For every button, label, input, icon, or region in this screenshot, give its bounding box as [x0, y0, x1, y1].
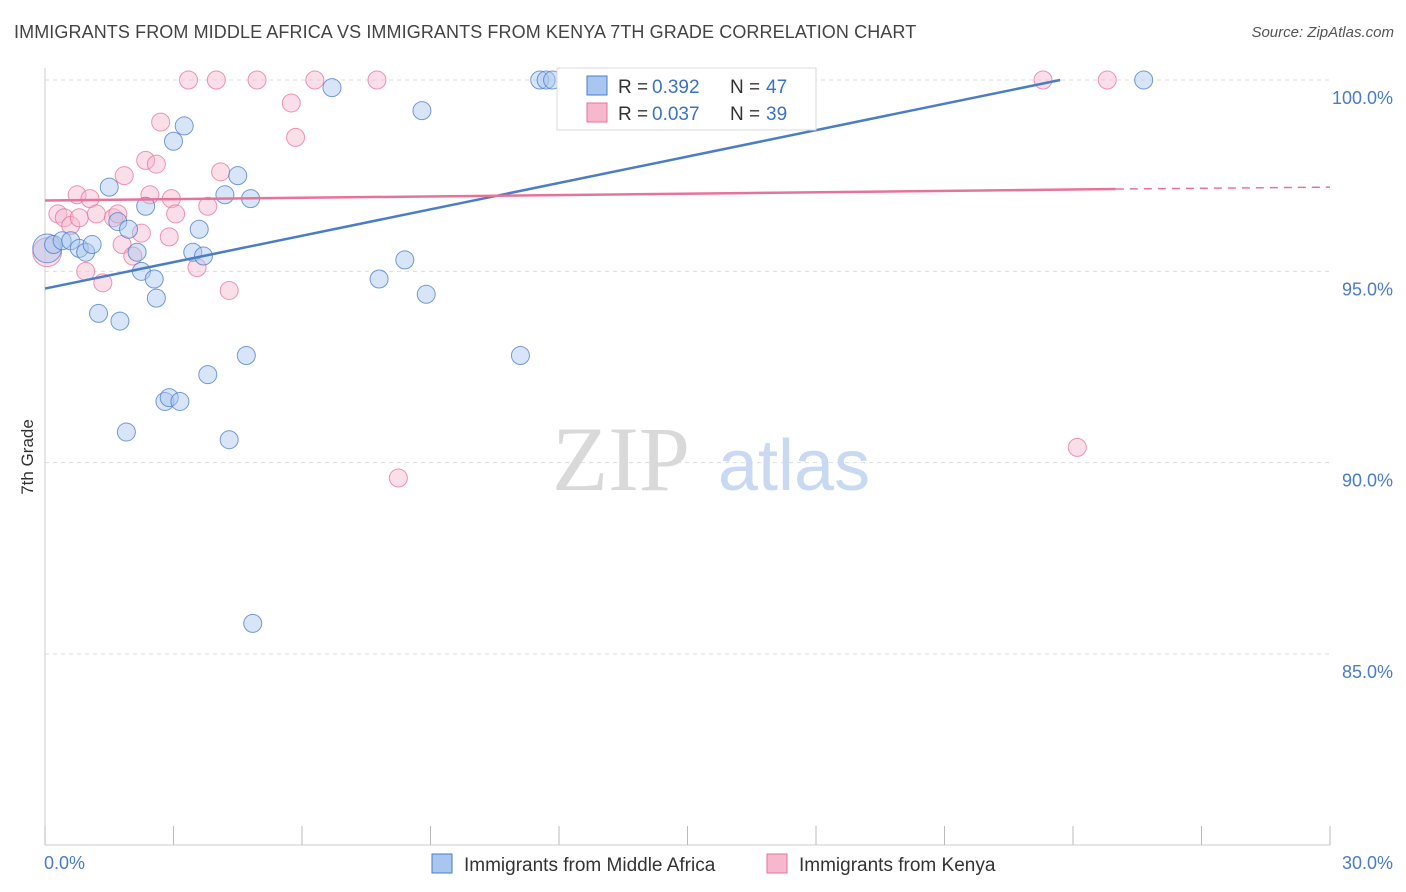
legend-n-label-blue: N = [730, 77, 760, 98]
point-kenya-5 [69, 208, 89, 228]
point-middle-africa-7 [89, 303, 109, 323]
watermark: ZIP atlas [552, 408, 870, 510]
legend-r-value-blue: 0.392 [652, 77, 700, 98]
point-middle-africa-37 [416, 284, 436, 304]
y-tick-label-0: 100.0% [1332, 88, 1393, 108]
legend-r-label-blue: R = [618, 77, 648, 98]
watermark-zip: ZIP [552, 408, 690, 510]
point-middle-africa-18 [159, 388, 179, 408]
point-kenya-2 [54, 208, 74, 228]
trend-line-middle-africa [44, 78, 1061, 290]
source-label: Source: ZipAtlas.com [1251, 24, 1394, 41]
point-kenya-15 [131, 223, 151, 243]
data-points [32, 70, 1154, 633]
point-kenya-32 [305, 70, 325, 90]
point-middle-africa-27 [219, 430, 239, 450]
point-middle-africa-5 [76, 242, 96, 262]
point-middle-africa-43 [1134, 70, 1154, 90]
watermark-atlas: atlas [718, 426, 870, 506]
point-middle-africa-33 [322, 78, 342, 98]
point-middle-africa-25 [198, 365, 218, 385]
point-middle-africa-32 [116, 422, 136, 442]
point-middle-africa-15 [144, 269, 164, 289]
bottom-legend-label-blue: Immigrants from Middle Africa [464, 855, 716, 876]
point-middle-africa-20 [170, 391, 190, 411]
point-middle-africa-35 [395, 250, 415, 270]
legend-swatch-blue [586, 75, 608, 96]
point-kenya-37 [1067, 437, 1087, 457]
point-middle-africa-36 [412, 101, 432, 121]
point-middle-africa-12 [127, 242, 147, 262]
point-middle-africa-14 [136, 196, 156, 216]
point-kenya-31 [286, 127, 306, 147]
point-middle-africa-6 [82, 235, 102, 255]
point-middle-africa-11 [119, 219, 139, 239]
point-middle-africa-10 [110, 311, 130, 331]
point-middle-africa-16 [146, 288, 166, 308]
bottom-legend-swatch-blue [431, 853, 453, 874]
point-kenya-23 [178, 70, 198, 90]
point-kenya-27 [211, 162, 231, 182]
point-middle-africa-23 [189, 219, 209, 239]
point-kenya-18 [146, 154, 166, 174]
point-middle-africa-26 [215, 185, 235, 205]
bottom-legend-swatch-pink [766, 853, 788, 874]
point-kenya-33 [367, 70, 387, 90]
axes [44, 68, 1331, 846]
point-kenya-30 [281, 93, 301, 113]
point-kenya-29 [247, 70, 267, 90]
legend-n-value-pink: 39 [766, 104, 787, 125]
y-axis-title: 7th Grade [18, 419, 37, 495]
trend-line-kenya [44, 187, 1116, 202]
point-middle-africa-9 [108, 212, 128, 232]
point-kenya-13 [114, 166, 134, 186]
point-middle-africa-19 [164, 131, 183, 151]
point-middle-africa-31 [243, 613, 263, 633]
legend-n-label-pink: N = [730, 104, 760, 125]
legend-box: R = 0.392 N = 47 R = 0.037 N = 39 [556, 67, 817, 131]
point-middle-africa-21 [174, 116, 194, 136]
point-middle-africa-28 [228, 166, 248, 186]
point-kenya-8 [86, 204, 106, 224]
point-kenya-34 [388, 468, 408, 488]
y-tick-labels: 100.0% 95.0% 90.0% 85.0% [1332, 88, 1393, 682]
bottom-legend: Immigrants from Middle Africa Immigrants… [431, 853, 996, 876]
y-tick-label-3: 85.0% [1342, 662, 1393, 682]
legend-r-value-pink: 0.037 [652, 104, 700, 125]
point-middle-africa-40 [536, 70, 556, 90]
legend-r-label-pink: R = [618, 104, 648, 125]
point-middle-africa-38 [510, 346, 530, 366]
y-tick-label-2: 90.0% [1342, 471, 1393, 491]
x-tick-label-0: 0.0% [44, 853, 85, 873]
trend-lines [44, 78, 1331, 290]
x-tick-labels: 0.0% 30.0% [44, 853, 1393, 873]
point-kenya-22 [166, 204, 186, 224]
point-middle-africa-8 [99, 177, 119, 197]
point-kenya-20 [159, 227, 179, 247]
x-tick-label-1: 30.0% [1342, 853, 1393, 873]
legend-n-value-blue: 47 [766, 77, 787, 98]
point-middle-africa-34 [369, 269, 389, 289]
point-kenya-25 [198, 196, 218, 216]
grid-lines [45, 79, 1330, 655]
trend-line-kenya-extension [1115, 186, 1331, 190]
chart-title: IMMIGRANTS FROM MIDDLE AFRICA VS IMMIGRA… [14, 22, 917, 42]
point-middle-africa-29 [236, 346, 256, 366]
y-tick-label-1: 95.0% [1342, 279, 1393, 299]
point-kenya-16 [136, 150, 156, 170]
point-kenya-11 [108, 204, 128, 224]
point-kenya-36 [1097, 70, 1117, 90]
legend-swatch-pink [586, 102, 608, 123]
point-kenya-19 [151, 112, 171, 132]
point-kenya-26 [206, 70, 226, 90]
point-kenya-35 [1033, 70, 1053, 90]
point-kenya-28 [219, 280, 239, 300]
bottom-legend-label-pink: Immigrants from Kenya [799, 855, 996, 876]
